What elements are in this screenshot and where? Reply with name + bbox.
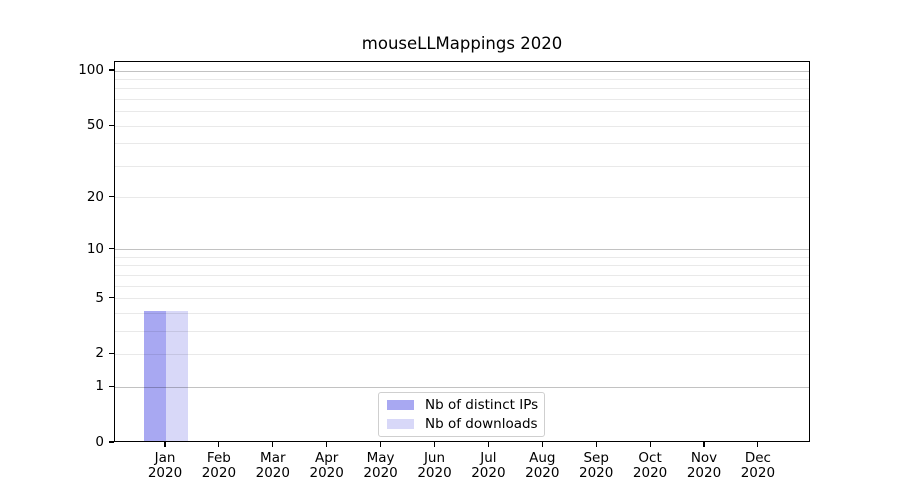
x-tick-label-month: Feb — [206, 450, 231, 466]
x-tick-label-month: Apr — [315, 450, 339, 466]
x-tick-mark — [487, 442, 489, 447]
x-tick-mark — [541, 442, 543, 447]
y-tick-label: 20 — [86, 188, 104, 205]
x-tick-label: Feb 2020 — [202, 451, 236, 480]
legend-entry-distinct-ips: Nb of distinct IPs — [387, 397, 544, 413]
gridline-minor — [115, 165, 809, 167]
y-tick-label: 0 — [95, 434, 104, 450]
x-tick-label-year: 2020 — [632, 464, 668, 481]
chart-title: mouseLLMappings 2020 — [361, 34, 563, 53]
x-tick-mark — [380, 442, 382, 447]
gridline-minor — [115, 197, 809, 199]
x-tick-mark — [649, 442, 651, 447]
x-tick-label-year: 2020 — [309, 464, 344, 481]
legend-label-downloads: Nb of downloads — [425, 416, 538, 432]
plot-area — [114, 61, 810, 442]
legend-label-distinct-ips: Nb of distinct IPs — [425, 397, 539, 413]
gridline-minor — [115, 285, 809, 287]
bar-distinct-ips — [144, 311, 166, 441]
x-tick-label-year: 2020 — [147, 464, 183, 481]
gridline-minor — [115, 274, 809, 276]
x-tick-label-month: Sep — [583, 450, 609, 466]
x-tick-label-year: 2020 — [686, 464, 722, 481]
x-tick-label: Jul 2020 — [471, 451, 505, 480]
x-tick-label: Dec 2020 — [741, 451, 775, 480]
x-tick-label-month: Jun — [423, 450, 446, 466]
x-tick-label: Jan 2020 — [148, 451, 182, 480]
y-tick-mark — [109, 352, 114, 355]
gridline-minor — [115, 265, 809, 267]
x-tick-mark — [218, 442, 220, 447]
legend-entry-downloads: Nb of downloads — [387, 416, 544, 432]
gridline-minor — [115, 256, 809, 258]
y-tick-label: 10 — [86, 240, 104, 257]
x-tick-label-year: 2020 — [740, 464, 776, 481]
x-tick-label-month: Aug — [529, 450, 556, 466]
x-tick-label-month: Dec — [744, 450, 771, 466]
x-tick-label: Apr 2020 — [310, 451, 344, 480]
gridline-major — [115, 249, 809, 251]
x-tick-label-month: Jan — [154, 450, 176, 466]
x-tick-mark — [595, 442, 597, 447]
x-tick-mark — [326, 442, 328, 447]
y-tick-label: 100 — [78, 62, 104, 79]
x-tick-mark — [433, 442, 436, 447]
y-tick-label: 1 — [95, 378, 104, 395]
x-tick-mark — [164, 442, 166, 447]
gridline-minor — [115, 353, 809, 355]
gridline-minor — [115, 88, 809, 90]
x-tick-label: Aug 2020 — [525, 451, 559, 480]
x-tick-label-year: 2020 — [201, 464, 237, 481]
x-tick-label-month: Jul — [480, 450, 497, 466]
x-tick-label-month: May — [366, 450, 395, 466]
x-tick-label: May 2020 — [363, 451, 397, 480]
y-tick-label: 50 — [86, 117, 104, 134]
x-tick-label: Jun 2020 — [417, 451, 451, 480]
gridline-minor — [115, 78, 809, 80]
x-tick-label-month: Nov — [690, 450, 718, 466]
x-tick-label-year: 2020 — [417, 464, 452, 481]
x-tick-label-year: 2020 — [363, 464, 398, 481]
x-tick-mark — [757, 442, 759, 447]
y-tick-mark — [109, 441, 114, 443]
legend-swatch-distinct-ips — [387, 399, 414, 411]
y-tick-mark — [109, 296, 114, 299]
gridline-minor — [115, 143, 809, 145]
y-tick-mark — [109, 196, 114, 198]
y-tick-label: 2 — [95, 345, 104, 362]
y-tick-mark — [109, 385, 114, 387]
x-tick-label: Sep 2020 — [579, 451, 613, 480]
x-tick-label-month: Mar — [260, 450, 286, 466]
bar-downloads — [166, 311, 188, 441]
y-tick-mark — [109, 69, 114, 71]
x-tick-label-year: 2020 — [471, 464, 506, 481]
x-tick-label-year: 2020 — [255, 464, 290, 481]
gridline-minor — [115, 298, 809, 300]
gridline-minor — [115, 125, 809, 127]
gridline-minor — [115, 111, 809, 113]
x-tick-label-year: 2020 — [525, 464, 560, 481]
legend-swatch-downloads — [387, 418, 414, 430]
x-tick-mark — [703, 442, 705, 447]
y-tick-mark — [109, 248, 114, 250]
y-tick-label: 5 — [95, 289, 104, 306]
x-tick-label: Mar 2020 — [256, 451, 290, 480]
gridline-major — [115, 70, 809, 72]
x-tick-label-year: 2020 — [579, 464, 614, 481]
x-tick-label-month: Oct — [638, 450, 662, 466]
x-tick-label: Nov 2020 — [687, 451, 721, 480]
gridline-minor — [115, 330, 809, 332]
y-tick-mark — [109, 124, 114, 126]
x-tick-mark — [272, 442, 274, 447]
gridline-major — [115, 386, 809, 388]
gridline-minor — [115, 312, 809, 314]
legend: Nb of distinct IPs Nb of downloads — [378, 392, 545, 437]
gridline-minor — [115, 98, 809, 100]
x-tick-label: Oct 2020 — [633, 451, 667, 480]
